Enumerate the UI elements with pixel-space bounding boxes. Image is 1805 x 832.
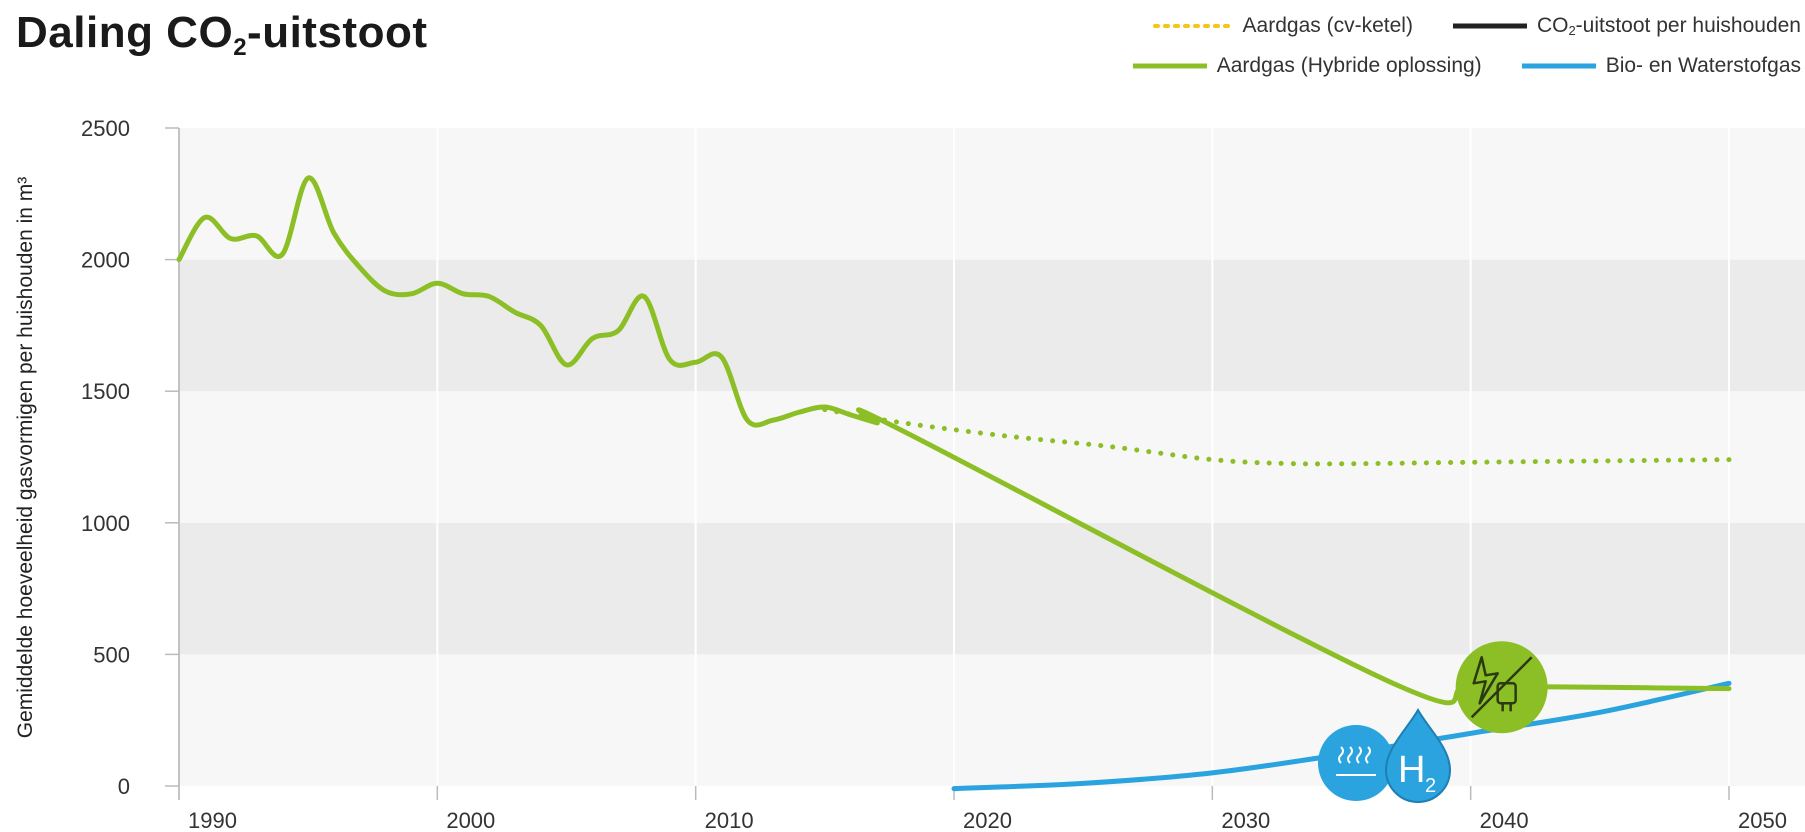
hydrogen-label: H bbox=[1398, 749, 1425, 791]
chart-title: Daling CO2-uitstoot bbox=[16, 8, 428, 61]
x-tick-label: 2010 bbox=[705, 808, 754, 832]
legend-item-aardgas-cv: Aardgas (cv-ketel) bbox=[1152, 14, 1413, 38]
legend-item-co2: CO2-uitstoot per huishouden bbox=[1452, 14, 1801, 38]
band-1 bbox=[179, 522, 1805, 655]
x-tick-label: 1990 bbox=[188, 808, 237, 832]
slash-icon bbox=[1470, 656, 1533, 719]
y-tick-label: 1500 bbox=[81, 379, 130, 404]
legend-item-aardgas-hybride: Aardgas (Hybride oplossing) bbox=[1132, 54, 1482, 78]
heat-wave-icon bbox=[1356, 746, 1362, 764]
x-tick-label: 2050 bbox=[1738, 808, 1787, 832]
legend-swatch-green bbox=[1132, 63, 1207, 69]
heat-wave-icon bbox=[1338, 746, 1344, 764]
x-tick-label: 2000 bbox=[446, 808, 495, 832]
heat-radiator-icon bbox=[1318, 725, 1394, 801]
y-tick-label: 1000 bbox=[81, 511, 130, 536]
lightning-icon bbox=[1472, 656, 1499, 705]
legend-swatch-blue bbox=[1521, 63, 1596, 69]
x-tick-label: 2020 bbox=[963, 808, 1012, 832]
band-3 bbox=[179, 259, 1805, 392]
y-tick-label: 500 bbox=[93, 642, 130, 667]
legend-item-bio-waterstof: Bio- en Waterstofgas bbox=[1521, 54, 1801, 78]
x-tick-label: 2030 bbox=[1221, 808, 1270, 832]
band-4 bbox=[179, 128, 1805, 260]
series-line-1 bbox=[822, 407, 1732, 467]
hydrogen-subscript: 2 bbox=[1425, 775, 1436, 797]
y-tick-label: 2500 bbox=[81, 116, 130, 141]
legend-swatch-dotted bbox=[1152, 24, 1233, 28]
hydrogen-drop-icon bbox=[1384, 707, 1452, 803]
y-tick-label: 0 bbox=[118, 774, 130, 799]
band-2 bbox=[179, 391, 1805, 523]
chart-legend: Aardgas (cv-ketel) CO2-uitstoot per huis… bbox=[1093, 6, 1801, 86]
y-tick-label: 2000 bbox=[81, 248, 130, 273]
series-line-0 bbox=[176, 175, 1732, 706]
heat-wave-icon bbox=[1365, 746, 1371, 764]
legend-swatch-black bbox=[1452, 23, 1527, 29]
heat-wave-icon bbox=[1347, 746, 1353, 764]
x-tick-label: 2040 bbox=[1480, 808, 1529, 832]
